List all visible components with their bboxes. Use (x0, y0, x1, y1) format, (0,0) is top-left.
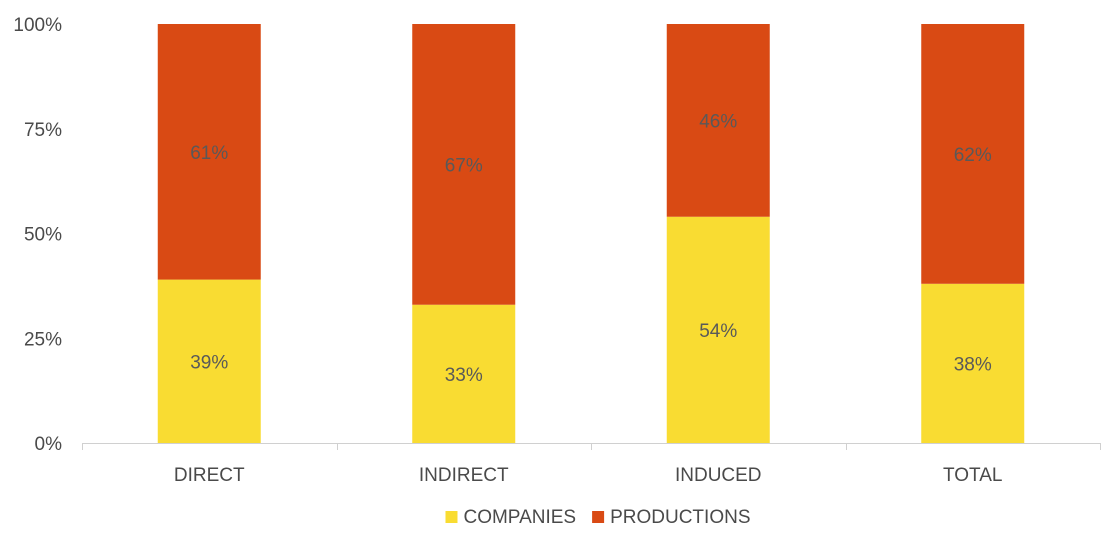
data-label: 39% (190, 352, 228, 373)
data-label: 61% (190, 143, 228, 164)
data-label: 62% (954, 145, 992, 166)
legend: COMPANIES PRODUCTIONS (445, 507, 751, 528)
legend-swatch (445, 511, 458, 523)
y-axis: 0% 25% 50% 75% 100% (13, 15, 62, 455)
legend-item-companies: COMPANIES (445, 507, 576, 528)
data-label: 54% (699, 321, 737, 342)
y-tick-label: 50% (24, 225, 62, 246)
bar-segment-productions-total (921, 24, 1025, 284)
data-label: 46% (699, 111, 737, 132)
x-category-label: TOTAL (943, 465, 1002, 486)
bar-segment-productions-indirect (412, 24, 516, 305)
bar-segment-companies-total (921, 283, 1025, 443)
legend-item-productions: PRODUCTIONS (592, 507, 751, 528)
data-label: 33% (445, 365, 483, 386)
x-category-label: DIRECT (174, 465, 245, 486)
bar-segment-companies-direct (157, 279, 261, 443)
legend-label: PRODUCTIONS (610, 507, 750, 528)
y-tick-label: 75% (24, 120, 62, 141)
y-tick-label: 100% (13, 15, 62, 36)
bar-segment-productions-induced (666, 24, 770, 217)
bar-segment-productions-direct (157, 24, 261, 280)
bar-segment-companies-indirect (412, 304, 516, 443)
data-label: 67% (445, 155, 483, 176)
x-category-label: INDIRECT (419, 465, 509, 486)
x-axis: DIRECT INDIRECT INDUCED TOTAL (82, 443, 1101, 486)
legend-label: COMPANIES (463, 507, 576, 528)
bar-segment-companies-induced (666, 216, 770, 443)
x-category-label: INDUCED (675, 465, 762, 486)
y-tick-label: 25% (24, 329, 62, 350)
y-tick-label: 0% (35, 434, 63, 455)
bars: 39% 61% 33% 67% 54% 46% 38% 62% (157, 24, 1025, 443)
data-label: 38% (954, 354, 992, 375)
legend-swatch (592, 511, 605, 523)
